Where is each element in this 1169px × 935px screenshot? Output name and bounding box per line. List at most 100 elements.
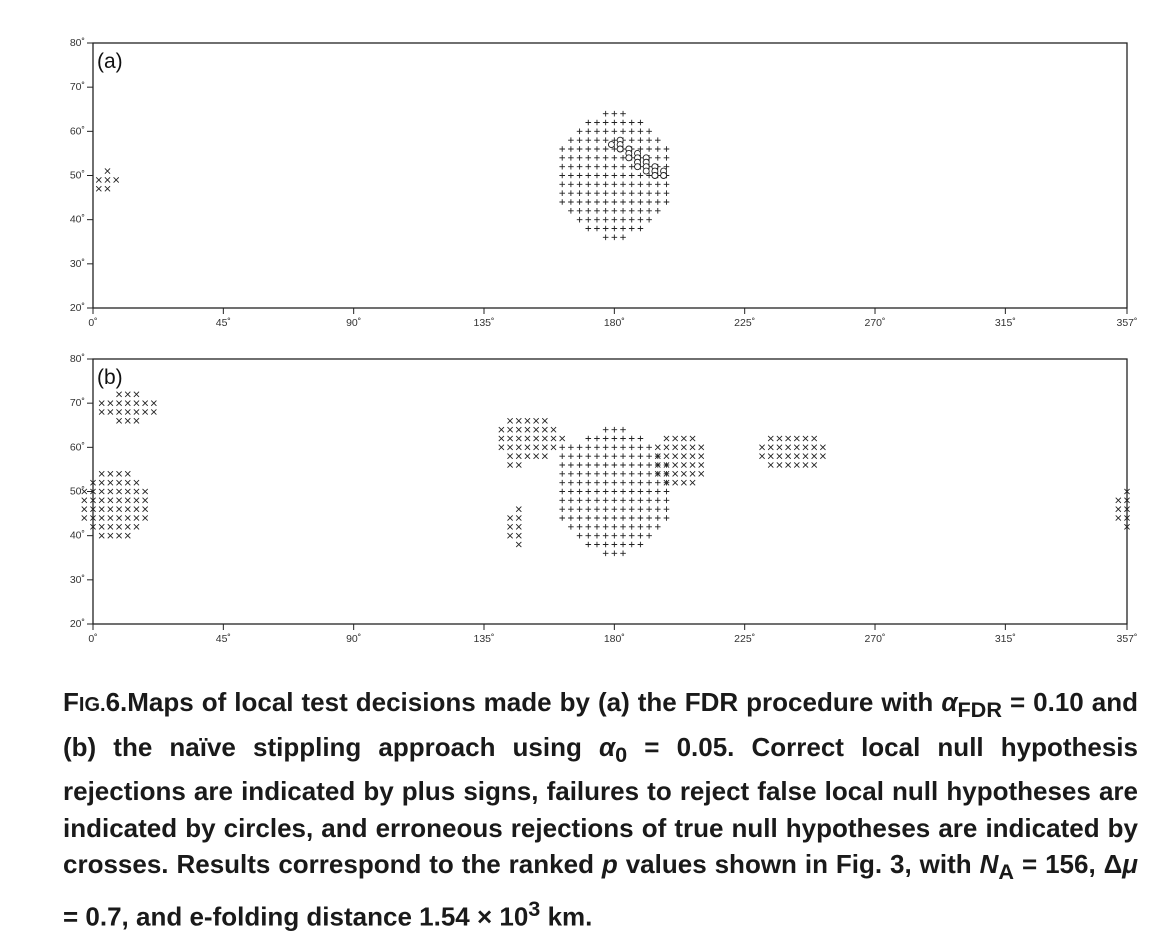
plus-marker [602,515,609,521]
plus-marker [559,163,566,170]
cross-marker [802,435,809,442]
cross-marker [515,435,522,442]
cross-marker [524,453,531,460]
plus-marker [611,426,618,433]
cross-marker [550,435,557,442]
plus-marker [620,110,626,117]
plus-marker [620,550,626,557]
circle-marker [616,145,624,153]
plus-marker [559,497,566,504]
cross-marker [116,515,122,521]
a-subscript: A [998,859,1015,885]
cross-marker [793,435,800,442]
plus-marker [594,146,600,152]
cross-marker [150,400,157,407]
plus-marker [646,479,652,486]
plus-marker [628,190,635,196]
cross-marker [133,515,140,521]
plus-marker [559,181,566,188]
plus-marker [620,163,626,170]
cross-marker [680,470,687,477]
circle-marker [607,141,615,149]
plus-marker [576,479,583,486]
cross-marker [107,479,114,486]
plus-marker [559,471,566,477]
plus-marker [559,506,566,512]
cross-marker [98,532,105,539]
cross-marker [507,515,513,521]
plus-marker [620,234,626,241]
plus-marker [585,524,592,530]
cross-marker [507,532,513,539]
cross-marker [793,444,800,451]
plus-marker [594,128,600,135]
cross-marker [1115,506,1122,513]
cross-marker [663,453,670,460]
plus-marker [568,506,574,512]
caption-text-5: = 156, Δ [1014,849,1123,880]
cross-marker [98,470,105,477]
plus-marker [585,462,592,468]
cross-marker [533,417,540,424]
plus-marker [611,137,618,143]
plus-marker [602,208,609,214]
plus-marker [559,515,566,521]
figure-label-initial: F [63,687,79,717]
cross-marker [98,497,105,504]
cross-marker [541,435,548,442]
plus-marker [585,146,592,152]
y-tick-label: 70˚ [70,397,85,409]
plus-marker [576,155,583,161]
cross-marker [654,444,661,451]
cross-marker [663,479,670,486]
plus-marker [568,462,574,468]
cross-marker [663,435,670,442]
plus-marker [611,453,618,459]
cross-marker [1124,488,1130,495]
cross-marker [107,409,114,415]
cross-marker [507,523,513,530]
plus-marker [637,488,644,495]
cross-marker [90,506,96,513]
cross-marker [776,444,783,451]
plus-marker [568,453,574,459]
plus-marker [594,479,600,486]
exponent: 3 [528,896,541,922]
alpha0-symbol: α [599,731,616,762]
plus-marker [585,208,592,214]
plus-marker [602,488,609,495]
plus-marker [594,541,600,548]
cross-marker [124,523,131,530]
cross-marker [515,453,522,460]
plus-marker [568,524,574,530]
cross-marker [515,462,522,468]
plus-marker [637,137,644,143]
plus-marker [646,453,652,459]
plus-marker [637,190,644,196]
cross-marker [515,523,522,530]
plus-marker [646,515,652,521]
cross-marker [776,462,783,468]
plus-marker [611,128,618,135]
y-tick-label: 20˚ [70,302,85,314]
cross-marker [698,444,705,451]
plus-marker [585,453,592,459]
cross-marker [142,506,149,513]
plus-marker [585,128,592,135]
plus-marker [611,532,618,539]
plus-marker [559,146,566,152]
cross-marker [819,453,826,460]
plus-marker [585,199,592,205]
plus-marker [654,190,661,196]
cross-marker [113,176,120,183]
panel-label: (a) [97,50,123,73]
plus-marker [602,550,609,557]
plus-marker [637,541,644,548]
cross-marker [689,453,696,460]
series-cross [81,391,1130,548]
cross-marker [124,391,131,398]
plus-marker [568,488,574,495]
cross-marker [793,462,800,468]
y-tick-label: 60˚ [70,441,85,453]
plus-marker [594,515,600,521]
